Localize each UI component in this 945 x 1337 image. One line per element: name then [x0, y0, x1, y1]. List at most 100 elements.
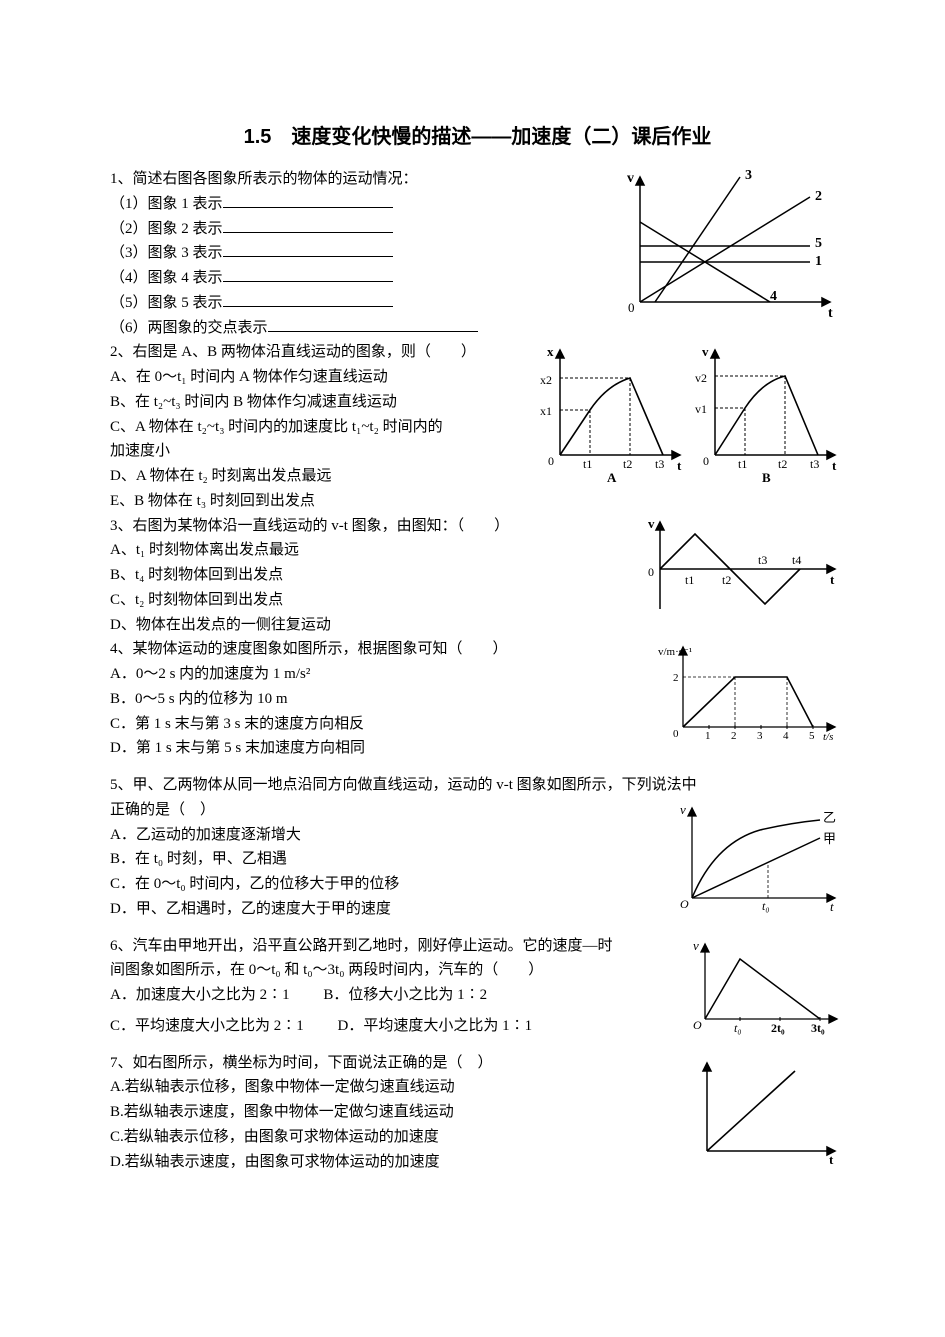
- q4-opt-c: C．第 1 s 末与第 3 s 末的速度方向相反: [110, 712, 655, 737]
- q4-figure: v/m·s⁻¹ t/s 0 1 2 3 4 5 2: [655, 637, 845, 747]
- q4-opt-b: B．0～5 s 内的位移为 10 m: [110, 687, 655, 712]
- blank: [223, 292, 393, 307]
- q7-figure: t: [685, 1051, 845, 1171]
- q1-item-1: （1）图象 1 表示: [110, 196, 223, 212]
- svg-text:0: 0: [628, 300, 635, 315]
- q6-stem2: 间图象如图所示，在 0～t₀ 和 t₀～3t₀ 两段时间内，汽车的（ ）: [110, 958, 685, 983]
- svg-text:乙: 乙: [823, 810, 836, 825]
- q4-opt-d: D．第 1 s 末与第 5 s 末加速度方向相同: [110, 736, 655, 761]
- q1-item-3: （3）图象 3 表示: [110, 245, 223, 261]
- svg-text:3: 3: [757, 730, 763, 742]
- q2-opt-e: E、B 物体在 t₃ 时刻回到出发点: [110, 489, 535, 514]
- question-4: 4、某物体运动的速度图象如图所示，根据图象可知（ ） A．0～2 s 内的加速度…: [110, 637, 845, 761]
- q3-opt-c: C、t₂ 时刻物体回到出发点: [110, 588, 640, 613]
- q1-item-4: （4）图象 4 表示: [110, 270, 223, 286]
- svg-text:v: v: [627, 171, 634, 186]
- svg-text:O: O: [680, 897, 689, 911]
- svg-text:O: O: [693, 1018, 702, 1032]
- page-title: 1.5 速度变化快慢的描述——加速度（二）课后作业: [110, 120, 845, 149]
- q2-opt-c1: C、A 物体在 t₂~t₃ 时间内的加速度比 t₁~t₂ 时间内的: [110, 415, 535, 440]
- svg-text:v: v: [648, 516, 655, 531]
- svg-text:v/m·s⁻¹: v/m·s⁻¹: [658, 646, 692, 658]
- blank: [268, 317, 478, 332]
- blank: [223, 193, 393, 208]
- q2-opt-d: D、A 物体在 t₂ 时刻离出发点最远: [110, 464, 535, 489]
- q3-opt-d: D、物体在出发点的一侧往复运动: [110, 613, 640, 638]
- svg-text:t4: t4: [792, 553, 801, 567]
- q5-stem2: 正确的是（ ）: [110, 798, 670, 823]
- svg-text:2t₀: 2t₀: [771, 1021, 785, 1035]
- svg-text:t: t: [828, 306, 833, 321]
- svg-text:2: 2: [815, 189, 822, 204]
- question-1: 1、简述右图各图象所表示的物体的运动情况： （1）图象 1 表示 （2）图象 2…: [110, 167, 845, 340]
- svg-text:v1: v1: [695, 402, 707, 416]
- q6-opt-c: C．平均速度大小之比为 2∶1: [110, 1014, 304, 1039]
- q2-opt-c2: 加速度小: [110, 439, 535, 464]
- svg-text:1: 1: [705, 730, 711, 742]
- question-3: 3、右图为某物体沿一直线运动的 v-t 图象，由图知：（ ） A、t₁ 时刻物体…: [110, 514, 845, 638]
- svg-text:4: 4: [783, 730, 789, 742]
- svg-text:4: 4: [770, 289, 777, 304]
- q2-figure-b: v t 0 v2 v1 t1 t2 t3 B: [690, 340, 845, 485]
- q1-item-5: （5）图象 5 表示: [110, 295, 223, 311]
- q3-stem: 3、右图为某物体沿一直线运动的 v-t 图象，由图知：（ ）: [110, 514, 640, 539]
- q1-figure: 0 v t 3 2 5 1 4: [610, 167, 845, 327]
- svg-text:v2: v2: [695, 371, 707, 385]
- q7-stem: 7、如右图所示，横坐标为时间，下面说法正确的是（ ）: [110, 1051, 685, 1076]
- q3-opt-b: B、t₄ 时刻物体回到出发点: [110, 563, 640, 588]
- q6-stem1: 6、汽车由甲地开出，沿平直公路开到乙地时，刚好停止运动。它的速度—时: [110, 934, 685, 959]
- svg-text:x1: x1: [540, 404, 552, 418]
- q7-opt-d: D.若纵轴表示速度，由图象可求物体运动的加速度: [110, 1150, 685, 1175]
- blank: [223, 218, 393, 233]
- q5-opt-b: B．在 t₀ 时刻，甲、乙相遇: [110, 847, 670, 872]
- svg-text:t: t: [829, 1152, 834, 1167]
- svg-text:t/s: t/s: [823, 731, 833, 743]
- q6-opt-d: D．平均速度大小之比为 1∶1: [338, 1014, 533, 1039]
- svg-text:t: t: [832, 458, 837, 473]
- svg-text:甲: 甲: [823, 831, 836, 846]
- svg-text:t1: t1: [583, 457, 592, 471]
- q1-stem: 1、简述右图各图象所表示的物体的运动情况：: [110, 167, 610, 192]
- svg-text:3: 3: [745, 168, 752, 183]
- question-5: 5、甲、乙两物体从同一地点沿同方向做直线运动，运动的 v-t 图象如图所示，下列…: [110, 773, 845, 922]
- q7-opt-a: A.若纵轴表示位移，图象中物体一定做匀速直线运动: [110, 1075, 685, 1100]
- svg-text:0: 0: [673, 728, 679, 740]
- svg-text:x: x: [547, 344, 554, 359]
- q3-figure: v t 0 t1 t2 t3 t4: [640, 514, 845, 624]
- svg-text:t3: t3: [758, 553, 767, 567]
- q5-stem1: 5、甲、乙两物体从同一地点沿同方向做直线运动，运动的 v-t 图象如图所示，下列…: [110, 773, 845, 798]
- svg-text:0: 0: [703, 454, 709, 468]
- svg-text:t2: t2: [623, 457, 632, 471]
- q2-figure-a: x t 0 x2 x1 t1 t2 t3 A: [535, 340, 690, 485]
- svg-text:A: A: [607, 470, 617, 485]
- svg-text:t1: t1: [685, 573, 694, 587]
- q6-opt-a: A．加速度大小之比为 2∶1: [110, 983, 290, 1008]
- q5-opt-c: C．在 0～t₀ 时间内，乙的位移大于甲的位移: [110, 872, 670, 897]
- q5-figure: v t O t₀ 乙 甲: [670, 798, 845, 918]
- svg-text:v: v: [702, 344, 709, 359]
- svg-text:t2: t2: [778, 457, 787, 471]
- q2-opt-a: A、在 0～t₁ 时间内 A 物体作匀速直线运动: [110, 365, 535, 390]
- q7-opt-b: B.若纵轴表示速度，图象中物体一定做匀速直线运动: [110, 1100, 685, 1125]
- blank: [223, 267, 393, 282]
- q4-stem: 4、某物体运动的速度图象如图所示，根据图象可知（ ）: [110, 637, 655, 662]
- q1-item-2: （2）图象 2 表示: [110, 221, 223, 237]
- svg-text:2: 2: [673, 672, 679, 684]
- svg-text:B: B: [762, 470, 771, 485]
- svg-text:t3: t3: [655, 457, 664, 471]
- svg-text:5: 5: [815, 236, 822, 251]
- svg-text:5: 5: [809, 730, 815, 742]
- svg-text:0: 0: [548, 454, 554, 468]
- q5-opt-d: D．甲、乙相遇时，乙的速度大于甲的速度: [110, 897, 670, 922]
- svg-text:t: t: [677, 458, 682, 473]
- svg-text:t2: t2: [722, 573, 731, 587]
- svg-text:3t₀: 3t₀: [811, 1021, 825, 1035]
- q6-figure: v O t₀ 2t₀ 3t₀: [685, 934, 845, 1039]
- svg-text:2: 2: [731, 730, 737, 742]
- q7-opt-c: C.若纵轴表示位移，由图象可求物体运动的加速度: [110, 1125, 685, 1150]
- svg-text:1: 1: [815, 254, 822, 269]
- svg-text:v: v: [680, 802, 686, 817]
- blank: [223, 242, 393, 257]
- svg-text:t3: t3: [810, 457, 819, 471]
- svg-text:t: t: [830, 572, 835, 587]
